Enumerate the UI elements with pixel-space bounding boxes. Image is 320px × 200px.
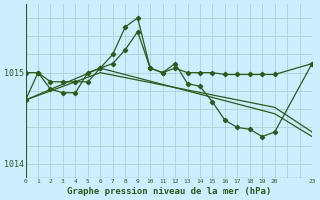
- X-axis label: Graphe pression niveau de la mer (hPa): Graphe pression niveau de la mer (hPa): [67, 187, 271, 196]
